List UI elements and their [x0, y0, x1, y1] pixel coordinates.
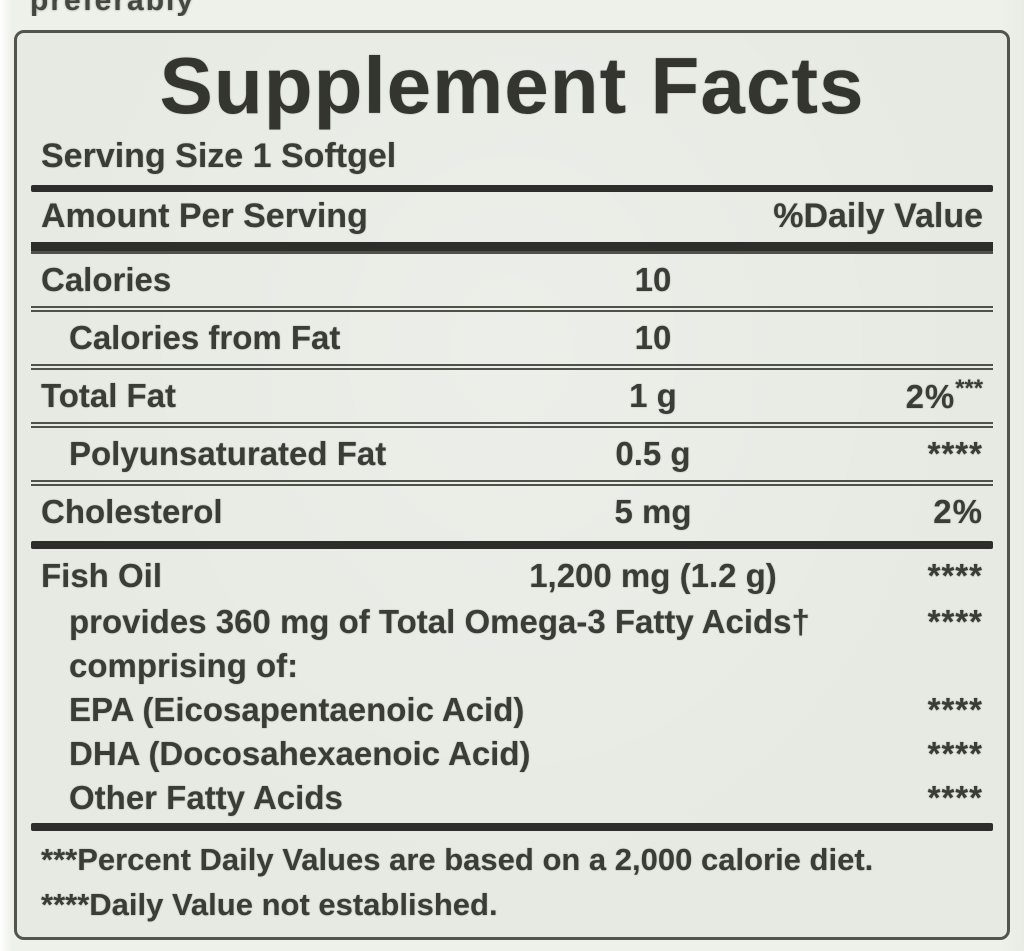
row-fish-oil: Fish Oil 1,200 mg (1.2 g) ****	[41, 552, 983, 600]
nutrient-amount: 10	[634, 260, 672, 298]
amount-per-serving-header: Amount Per Serving	[41, 197, 368, 236]
row-separator	[31, 305, 993, 312]
nutrient-daily-value: ****	[927, 691, 983, 729]
row-epa: EPA (Eicosapentaenoic Acid) ****	[41, 688, 983, 732]
nutrient-name: comprising of:	[69, 647, 299, 685]
asterisks: ***	[955, 375, 983, 403]
row-other-fatty-acids: Other Fatty Acids ****	[41, 776, 983, 820]
thick-rule-top	[31, 185, 993, 192]
nutrient-name: Total Fat	[41, 376, 177, 414]
thick-rule-bottom	[31, 823, 993, 831]
row-separator	[31, 421, 993, 428]
thick-rule-mid	[31, 541, 993, 549]
nutrient-amount: 1 g	[629, 376, 677, 414]
row-total-fat: Total Fat 1 g 2%***	[41, 370, 983, 422]
nutrient-daily-value: ****	[927, 603, 983, 641]
nutrient-name: Cholesterol	[41, 493, 223, 531]
nutrient-daily-value: 2%***	[905, 375, 983, 416]
row-comprising-of: comprising of:	[41, 644, 983, 688]
footnotes: ***Percent Daily Values are based on a 2…	[41, 837, 983, 927]
row-calories-from-fat: Calories from Fat 10	[41, 312, 983, 364]
header-rule	[31, 241, 993, 254]
nutrient-daily-value: 2%	[933, 493, 983, 531]
row-dha: DHA (Docosahexaenoic Acid) ****	[41, 732, 983, 776]
serving-size: Serving Size 1 Softgel	[41, 137, 397, 175]
supplement-facts-panel: Supplement Facts Serving Size 1 Softgel …	[14, 30, 1010, 940]
nutrient-daily-value: ****	[927, 779, 983, 817]
nutrient-name: provides 360 mg of Total Omega-3 Fatty A…	[69, 603, 810, 641]
nutrient-name: Other Fatty Acids	[69, 779, 343, 817]
nutrient-amount: 1,200 mg (1.2 g)	[529, 557, 777, 595]
row-cholesterol: Cholesterol 5 mg 2%	[41, 486, 983, 538]
row-calories: Calories 10	[41, 254, 983, 306]
row-separator	[31, 363, 993, 370]
nutrient-name: Fish Oil	[41, 557, 163, 595]
nutrient-name: EPA (Eicosapentaenoic Acid)	[69, 691, 525, 729]
nutrient-daily-value: ****	[927, 557, 983, 595]
nutrient-name: Calories from Fat	[69, 318, 341, 356]
row-separator	[31, 479, 993, 487]
nutrient-amount: 5 mg	[614, 493, 692, 531]
footnote-daily-value-not-established: ****Daily Value not established.	[41, 886, 498, 922]
row-polyunsaturated-fat: Polyunsaturated Fat 0.5 g ****	[41, 428, 983, 480]
panel-title: Supplement Facts	[159, 41, 865, 130]
nutrient-name: DHA (Docosahexaenoic Acid)	[69, 735, 531, 773]
daily-value-header: %Daily Value	[773, 197, 983, 236]
nutrient-daily-value: ****	[927, 735, 983, 773]
nutrient-amount: 10	[634, 318, 672, 356]
footnote-percent-daily-values: ***Percent Daily Values are based on a 2…	[41, 841, 874, 877]
nutrient-name: Polyunsaturated Fat	[69, 434, 387, 472]
nutrient-amount: 0.5 g	[615, 434, 691, 472]
nutrient-name: Calories	[41, 260, 172, 298]
nutrient-daily-value: ****	[927, 434, 983, 472]
cropped-package-text: preferably	[30, 0, 270, 16]
row-omega3-provides: provides 360 mg of Total Omega-3 Fatty A…	[41, 600, 983, 644]
column-header-row: Amount Per Serving %Daily Value	[41, 192, 983, 242]
